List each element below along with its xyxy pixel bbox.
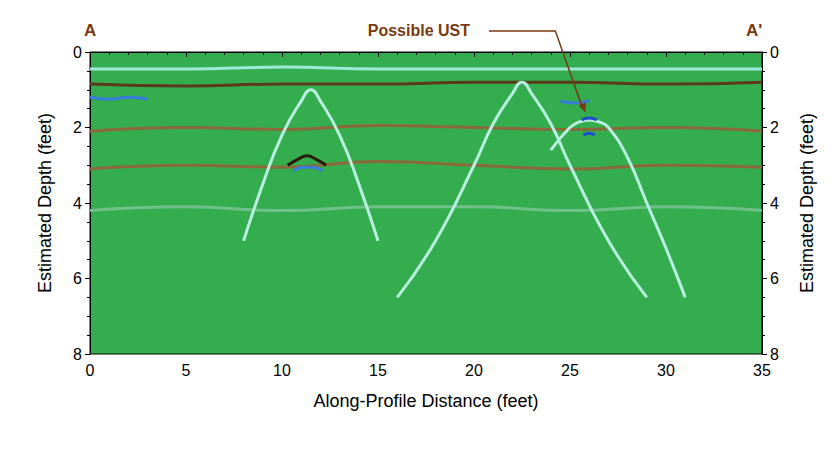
svg-text:25: 25	[561, 362, 579, 379]
svg-text:2: 2	[770, 119, 779, 136]
svg-text:6: 6	[770, 270, 779, 287]
svg-text:15: 15	[369, 362, 387, 379]
svg-text:A': A'	[746, 21, 762, 40]
svg-text:A: A	[84, 21, 96, 40]
svg-text:2: 2	[73, 119, 82, 136]
svg-text:Possible UST: Possible UST	[368, 22, 470, 39]
svg-text:0: 0	[770, 44, 779, 61]
svg-text:6: 6	[73, 270, 82, 287]
svg-text:0: 0	[73, 44, 82, 61]
svg-text:20: 20	[465, 362, 483, 379]
svg-text:8: 8	[73, 346, 82, 363]
svg-text:5: 5	[182, 362, 191, 379]
svg-text:Along-Profile Distance (feet): Along-Profile Distance (feet)	[313, 391, 538, 411]
svg-text:8: 8	[770, 346, 779, 363]
svg-text:Estimated Depth (feet): Estimated Depth (feet)	[35, 113, 55, 293]
svg-text:35: 35	[753, 362, 771, 379]
svg-text:10: 10	[273, 362, 291, 379]
svg-text:0: 0	[86, 362, 95, 379]
svg-text:Estimated Depth (feet): Estimated Depth (feet)	[797, 113, 817, 293]
svg-text:4: 4	[770, 195, 779, 212]
svg-text:4: 4	[73, 195, 82, 212]
svg-text:30: 30	[657, 362, 675, 379]
